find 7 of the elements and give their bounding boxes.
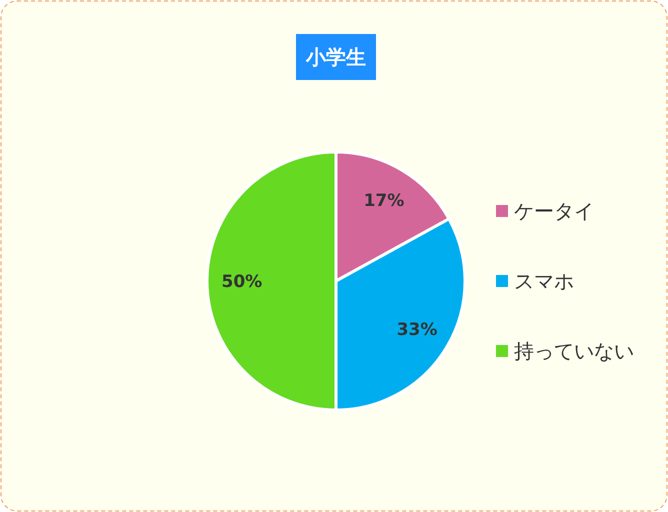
legend-label: スマホ xyxy=(514,269,574,293)
legend-label: ケータイ xyxy=(514,199,594,223)
legend-label: 持っていない xyxy=(514,339,634,363)
data-label: 17% xyxy=(364,190,404,211)
data-label: 33% xyxy=(396,320,438,340)
chart-title: 小学生 xyxy=(305,45,366,69)
data-label: 50% xyxy=(221,272,262,292)
